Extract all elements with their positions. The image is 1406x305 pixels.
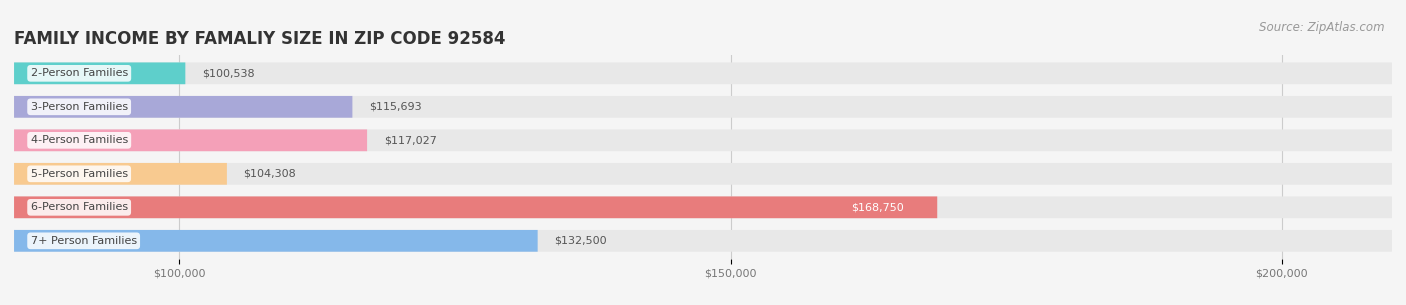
FancyBboxPatch shape — [14, 196, 1392, 218]
Text: $100,538: $100,538 — [202, 68, 254, 78]
Text: 2-Person Families: 2-Person Families — [31, 68, 128, 78]
FancyBboxPatch shape — [14, 196, 938, 218]
Text: 3-Person Families: 3-Person Families — [31, 102, 128, 112]
FancyBboxPatch shape — [14, 129, 1392, 151]
FancyBboxPatch shape — [14, 230, 537, 252]
Text: 6-Person Families: 6-Person Families — [31, 202, 128, 212]
FancyBboxPatch shape — [14, 96, 1392, 118]
Text: 5-Person Families: 5-Person Families — [31, 169, 128, 179]
Text: $117,027: $117,027 — [384, 135, 436, 145]
FancyBboxPatch shape — [14, 129, 367, 151]
Text: $168,750: $168,750 — [852, 202, 904, 212]
FancyBboxPatch shape — [14, 63, 186, 84]
Text: Source: ZipAtlas.com: Source: ZipAtlas.com — [1260, 21, 1385, 34]
Text: 4-Person Families: 4-Person Families — [31, 135, 128, 145]
FancyBboxPatch shape — [14, 230, 1392, 252]
Text: FAMILY INCOME BY FAMALIY SIZE IN ZIP CODE 92584: FAMILY INCOME BY FAMALIY SIZE IN ZIP COD… — [14, 30, 506, 48]
Text: $115,693: $115,693 — [368, 102, 422, 112]
Text: $104,308: $104,308 — [243, 169, 297, 179]
FancyBboxPatch shape — [14, 163, 1392, 185]
Text: 7+ Person Families: 7+ Person Families — [31, 236, 136, 246]
FancyBboxPatch shape — [14, 63, 1392, 84]
FancyBboxPatch shape — [14, 96, 353, 118]
FancyBboxPatch shape — [14, 163, 226, 185]
Text: $132,500: $132,500 — [554, 236, 607, 246]
